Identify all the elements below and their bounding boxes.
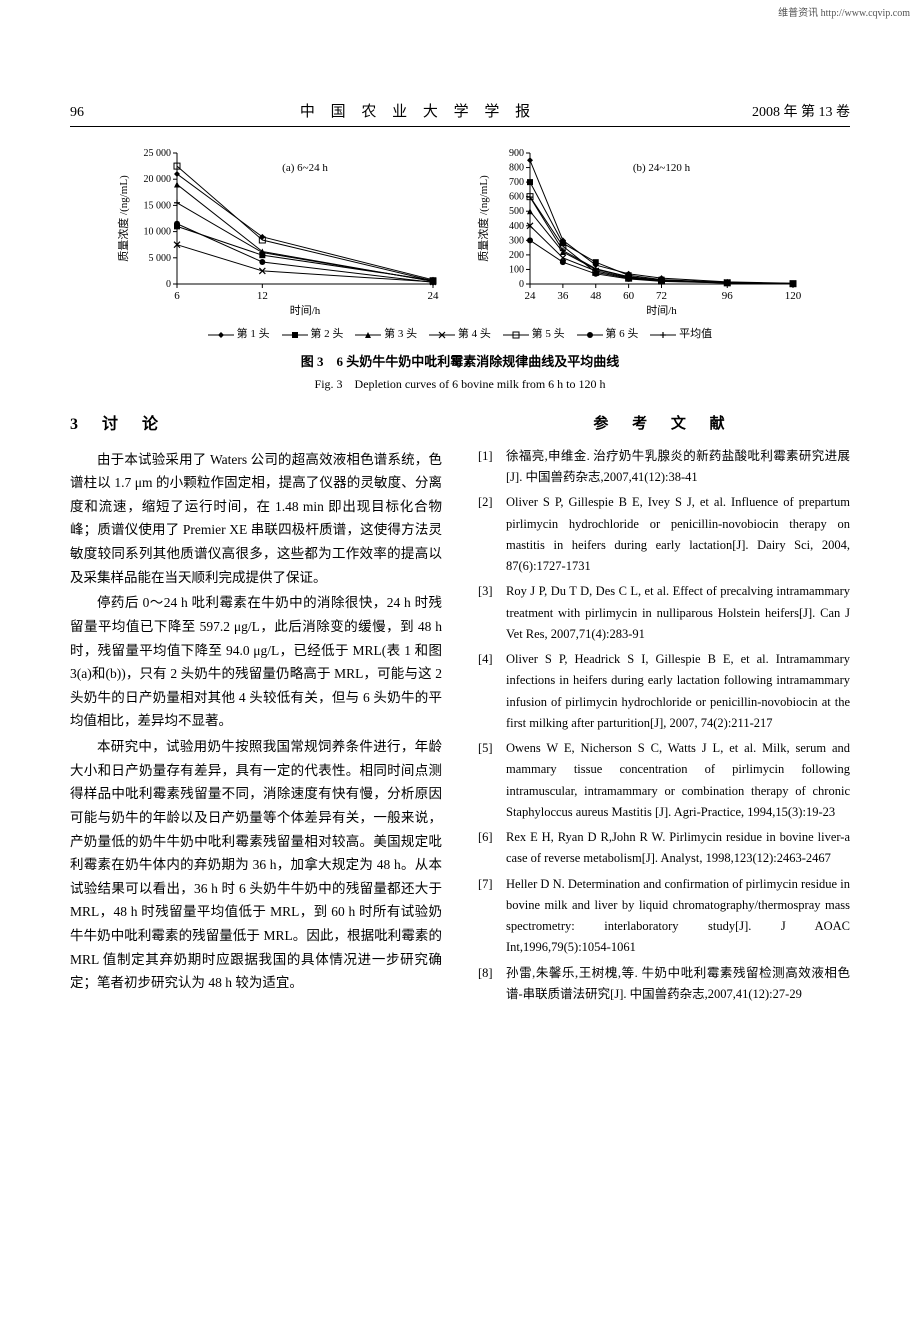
- reference-text: Heller D N. Determination and confirmati…: [506, 874, 850, 959]
- right-column: 参 考 文 献 [1]徐福亮,申维金. 治疗奶牛乳腺炎的新药盐酸吡利霉素研究进展…: [478, 412, 850, 1009]
- svg-text:质量浓度 /(ng/mL): 质量浓度 /(ng/mL): [116, 175, 130, 262]
- chart-b: 0 100 200 300 400 500 600 700 800 900 24 36 48 60 72 96…: [475, 143, 805, 318]
- legend-item: 第 5 头: [503, 326, 565, 344]
- reference-number: [5]: [478, 738, 506, 823]
- issue-info: 2008 年 第 13 卷: [752, 102, 850, 124]
- reference-number: [4]: [478, 649, 506, 734]
- svg-text:(b) 24~120 h: (b) 24~120 h: [633, 162, 691, 174]
- reference-number: [7]: [478, 874, 506, 959]
- svg-text:200: 200: [509, 250, 524, 261]
- body-paragraph: 由于本试验采用了 Waters 公司的超高效液相色谱系统，色谱柱以 1.7 μm…: [70, 448, 442, 590]
- reference-number: [8]: [478, 963, 506, 1006]
- legend-item: 第 3 头: [355, 326, 417, 344]
- svg-text:900: 900: [509, 148, 524, 159]
- svg-text:15 000: 15 000: [144, 201, 172, 212]
- figure-caption-cn: 图 3 6 头奶牛牛奶中吡利霉素消除规律曲线及平均曲线: [70, 352, 850, 373]
- svg-text:72: 72: [656, 290, 667, 302]
- svg-text:时间/h: 时间/h: [290, 304, 321, 317]
- reference-text: Owens W E, Nicherson S C, Watts J L, et …: [506, 738, 850, 823]
- reference-number: [3]: [478, 581, 506, 645]
- svg-text:25 000: 25 000: [144, 148, 172, 159]
- chart-legend: 第 1 头 第 2 头 第 3 头 第 4 头 第 5 头 第 6 头 平均值: [70, 326, 850, 344]
- figure-3: 0 5 000 10 000 15 000 20 000 25 000 6 12 24 (a) 6…: [70, 143, 850, 394]
- reference-number: [1]: [478, 446, 506, 489]
- references-heading: 参 考 文 献: [478, 412, 850, 436]
- reference-text: 孙雷,朱馨乐,王树槐,等. 牛奶中吡利霉素残留检测高效液相色谱-串联质谱法研究[…: [506, 963, 850, 1006]
- svg-text:48: 48: [590, 290, 602, 302]
- figure-caption-en: Fig. 3 Depletion curves of 6 bovine milk…: [70, 375, 850, 394]
- legend-item: 第 4 头: [429, 326, 491, 344]
- svg-text:24: 24: [428, 290, 440, 302]
- reference-text: Roy J P, Du T D, Des C L, et al. Effect …: [506, 581, 850, 645]
- svg-text:600: 600: [509, 192, 524, 203]
- svg-text:500: 500: [509, 207, 524, 218]
- svg-text:700: 700: [509, 178, 524, 189]
- left-column: 3 讨 论 由于本试验采用了 Waters 公司的超高效液相色谱系统，色谱柱以 …: [70, 412, 442, 1009]
- legend-item: 第 1 头: [208, 326, 270, 344]
- reference-item: [3]Roy J P, Du T D, Des C L, et al. Effe…: [478, 581, 850, 645]
- svg-text:0: 0: [519, 279, 524, 290]
- journal-title: 中 国 农 业 大 学 学 报: [84, 100, 752, 124]
- body-paragraph: 停药后 0～24 h 吡利霉素在牛奶中的消除很快，24 h 时残留量平均值已下降…: [70, 591, 442, 733]
- svg-text:20 000: 20 000: [144, 175, 172, 186]
- reference-item: [1]徐福亮,申维金. 治疗奶牛乳腺炎的新药盐酸吡利霉素研究进展[J]. 中国兽…: [478, 446, 850, 489]
- svg-text:400: 400: [509, 221, 524, 232]
- legend-item: 平均值: [650, 326, 712, 344]
- svg-text:10 000: 10 000: [144, 227, 172, 238]
- reference-text: Oliver S P, Gillespie B E, Ivey S J, et …: [506, 492, 850, 577]
- reference-number: [6]: [478, 827, 506, 870]
- reference-item: [7]Heller D N. Determination and confirm…: [478, 874, 850, 959]
- svg-text:120: 120: [785, 290, 802, 302]
- svg-text:时间/h: 时间/h: [646, 304, 677, 317]
- svg-text:质量浓度 /(ng/mL): 质量浓度 /(ng/mL): [476, 175, 490, 262]
- svg-text:12: 12: [257, 290, 268, 302]
- reference-item: [6]Rex E H, Ryan D R,John R W. Pirlimyci…: [478, 827, 850, 870]
- svg-text:24: 24: [525, 290, 537, 302]
- legend-item: 第 2 头: [282, 326, 344, 344]
- reference-text: Oliver S P, Headrick S I, Gillespie B E,…: [506, 649, 850, 734]
- svg-text:(a) 6~24 h: (a) 6~24 h: [282, 162, 328, 174]
- svg-text:5 000: 5 000: [149, 253, 172, 264]
- body-paragraph: 本研究中，试验用奶牛按照我国常规饲养条件进行，年龄大小和日产奶量存有差异，具有一…: [70, 735, 442, 995]
- svg-text:96: 96: [722, 290, 734, 302]
- reference-text: 徐福亮,申维金. 治疗奶牛乳腺炎的新药盐酸吡利霉素研究进展[J]. 中国兽药杂志…: [506, 446, 850, 489]
- svg-text:60: 60: [623, 290, 635, 302]
- page-header: 96 中 国 农 业 大 学 学 报 2008 年 第 13 卷: [70, 100, 850, 127]
- reference-item: [4]Oliver S P, Headrick S I, Gillespie B…: [478, 649, 850, 734]
- legend-item: 第 6 头: [577, 326, 639, 344]
- chart-a: 0 5 000 10 000 15 000 20 000 25 000 6 12 24 (a) 6…: [115, 143, 445, 318]
- reference-number: [2]: [478, 492, 506, 577]
- svg-text:36: 36: [557, 290, 569, 302]
- svg-text:800: 800: [509, 163, 524, 174]
- page-container: 96 中 国 农 业 大 学 学 报 2008 年 第 13 卷 0 5 000 1…: [0, 0, 920, 1059]
- two-column-body: 3 讨 论 由于本试验采用了 Waters 公司的超高效液相色谱系统，色谱柱以 …: [70, 412, 850, 1009]
- svg-text:300: 300: [509, 236, 524, 247]
- svg-text:100: 100: [509, 265, 524, 276]
- reference-item: [8]孙雷,朱馨乐,王树槐,等. 牛奶中吡利霉素残留检测高效液相色谱-串联质谱法…: [478, 963, 850, 1006]
- svg-text:0: 0: [166, 279, 171, 290]
- reference-list: [1]徐福亮,申维金. 治疗奶牛乳腺炎的新药盐酸吡利霉素研究进展[J]. 中国兽…: [478, 446, 850, 1005]
- reference-item: [5]Owens W E, Nicherson S C, Watts J L, …: [478, 738, 850, 823]
- discussion-heading: 3 讨 论: [70, 412, 442, 438]
- reference-text: Rex E H, Ryan D R,John R W. Pirlimycin r…: [506, 827, 850, 870]
- page-number: 96: [70, 102, 84, 124]
- reference-item: [2]Oliver S P, Gillespie B E, Ivey S J, …: [478, 492, 850, 577]
- svg-text:6: 6: [174, 290, 180, 302]
